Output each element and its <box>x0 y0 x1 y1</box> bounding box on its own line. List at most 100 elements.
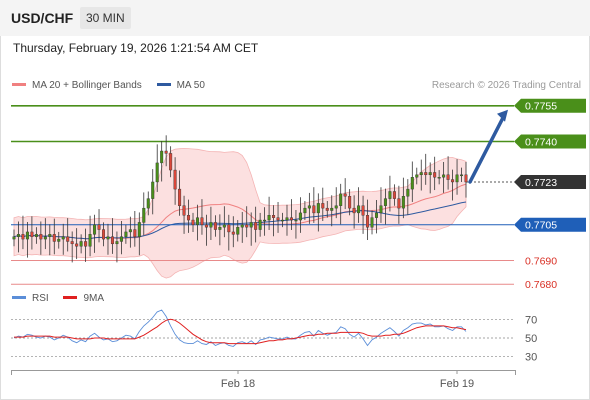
candle-body <box>249 222 253 228</box>
candle <box>419 159 423 191</box>
rsi-ma-line <box>14 318 467 345</box>
price-legend: MA 20 + Bollinger Bands MA 50 <box>12 80 217 91</box>
candle <box>428 162 432 194</box>
candle-body <box>218 226 222 230</box>
candle <box>133 210 137 247</box>
timeframe-badge[interactable]: 30 MIN <box>80 7 131 29</box>
candle-body <box>70 241 74 245</box>
candle-body <box>34 234 38 237</box>
level-label-text: 0.7740 <box>525 136 557 148</box>
candle-body <box>366 215 370 228</box>
candle-body <box>451 179 455 183</box>
candle-body <box>48 234 52 237</box>
candle-body <box>424 172 428 176</box>
legend-ma50: MA 50 <box>156 80 205 91</box>
candle-body <box>209 222 213 228</box>
candle <box>70 231 74 263</box>
candle-body <box>325 207 329 211</box>
candle <box>142 192 146 236</box>
candle <box>222 206 226 238</box>
candle-body <box>178 188 182 206</box>
candle <box>433 156 437 191</box>
level-label-text: 0.7705 <box>525 220 557 232</box>
candle-body <box>446 174 450 180</box>
candle <box>374 200 378 234</box>
legend-9ma: 9MA <box>63 293 104 304</box>
candle <box>357 187 361 223</box>
candle <box>48 224 52 256</box>
candle-body <box>43 236 47 240</box>
candle-body <box>428 172 432 176</box>
candle <box>263 207 267 236</box>
candle <box>236 220 240 242</box>
candle-body <box>303 207 307 214</box>
candle <box>25 221 29 258</box>
candle <box>307 192 311 224</box>
candle <box>258 212 262 237</box>
candle <box>173 157 177 205</box>
candle-body <box>258 219 262 230</box>
candle <box>303 201 307 221</box>
candle-body <box>397 198 401 209</box>
candle-body <box>406 188 410 197</box>
candle <box>366 199 370 241</box>
level-label-text: 0.7680 <box>525 279 557 291</box>
candle-body <box>267 215 271 221</box>
candle-body <box>415 174 419 178</box>
level-label-box <box>514 217 586 232</box>
candle <box>298 197 302 233</box>
candle-body <box>88 234 92 247</box>
candle <box>415 167 419 185</box>
rsi-panel: 70 50 30 <box>11 309 537 364</box>
candle <box>272 205 276 237</box>
candle <box>410 161 414 202</box>
candle-body <box>227 224 231 233</box>
candle-body <box>276 217 280 221</box>
candle-body <box>339 193 343 206</box>
candle <box>401 177 405 219</box>
candle-body <box>39 234 43 240</box>
candle-body <box>142 207 146 223</box>
rsi-line <box>13 309 467 347</box>
candle <box>343 178 347 210</box>
candle-body <box>75 243 79 247</box>
candle <box>102 222 106 247</box>
candle <box>312 187 316 223</box>
candle-body <box>442 174 446 178</box>
candle <box>352 195 356 229</box>
level-label-text: 0.7755 <box>525 101 557 113</box>
candle-body <box>25 231 29 240</box>
legend-swatch-9ma <box>63 295 78 299</box>
level-lines: 0.7755 0.7740 0.7723 0.7705 0.7690 0.7680 <box>11 98 586 291</box>
bollinger-band <box>13 148 467 279</box>
candle-body <box>285 217 289 221</box>
candle <box>254 206 258 243</box>
candle-body <box>361 205 365 216</box>
candle <box>249 212 253 246</box>
candle <box>146 191 150 216</box>
candle-body <box>392 191 396 199</box>
candle-body <box>93 224 97 235</box>
candle <box>240 211 244 243</box>
candle <box>137 212 141 256</box>
candle <box>88 215 92 257</box>
candle-body <box>352 207 356 214</box>
time-axis: Feb 18 Feb 19 <box>11 370 516 390</box>
candle <box>84 228 88 262</box>
candle-body <box>383 198 387 206</box>
level-label-text: 0.7723 <box>525 177 557 189</box>
candle <box>392 184 396 206</box>
candle-body <box>281 219 285 222</box>
candle-body <box>401 196 405 209</box>
candle <box>424 153 428 185</box>
candle <box>289 199 293 231</box>
candle <box>442 161 446 193</box>
candle-body <box>334 205 338 209</box>
candle <box>128 216 132 248</box>
candle-body <box>321 203 325 209</box>
candle <box>321 187 325 221</box>
candle-body <box>200 217 204 226</box>
level-label-text: 0.7690 <box>525 255 557 267</box>
candle-body <box>231 231 235 235</box>
candle <box>348 189 352 216</box>
